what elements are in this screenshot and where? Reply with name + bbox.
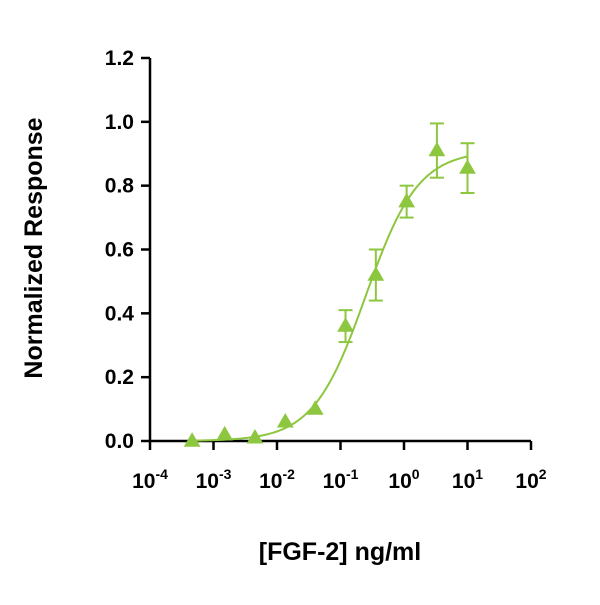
x-tick-exponent: -3 (219, 466, 232, 482)
x-tick-base: 10 (323, 470, 346, 493)
x-tick-label: 10-4 (132, 466, 168, 493)
fit-curve-layer (192, 155, 468, 442)
data-point-triangle (216, 425, 234, 441)
data-point-triangle (183, 432, 201, 447)
y-tick-label: 0.2 (105, 366, 134, 389)
y-tick-label: 0.6 (105, 239, 134, 262)
data-points (183, 141, 476, 447)
x-tick-label: 10-1 (323, 466, 359, 493)
x-tick-label: 100 (388, 466, 419, 493)
x-tick-exponent: 2 (539, 466, 547, 482)
x-tick-exponent: -1 (346, 466, 359, 482)
fit-curve (192, 155, 468, 442)
y-tick-label: 0.4 (105, 302, 135, 325)
x-tick-base: 10 (388, 470, 411, 493)
x-tick-label: 101 (452, 466, 483, 493)
y-axis-title: Normalized Response (20, 117, 48, 378)
x-tick-label: 10-3 (196, 466, 232, 493)
x-tick-base: 10 (452, 470, 475, 493)
x-tick-label: 10-2 (259, 466, 295, 493)
data-point-triangle (428, 141, 446, 157)
data-point-triangle (246, 429, 264, 444)
x-tick-base: 10 (515, 470, 538, 493)
y-tick-label: 0.8 (105, 175, 135, 198)
y-tick-label: 0.0 (105, 430, 134, 453)
x-tick-exponent: -4 (155, 466, 168, 482)
axes: 0.00.20.40.60.81.01.210-4 10-3 10-2 10-1 100… (105, 47, 547, 493)
x-tick-exponent: 0 (412, 466, 420, 482)
data-point-triangle (337, 317, 354, 332)
x-tick-base: 10 (196, 470, 219, 493)
data-point-triangle (367, 266, 385, 281)
x-tick-base: 10 (259, 470, 282, 493)
data-point-triangle (398, 192, 415, 208)
x-tick-exponent: -2 (282, 466, 295, 482)
y-tick-label: 1.2 (105, 47, 134, 70)
x-tick-exponent: 1 (475, 466, 483, 482)
data-point-triangle (276, 413, 294, 428)
y-tick-label: 1.0 (105, 111, 134, 134)
x-tick-base: 10 (132, 470, 155, 493)
x-tick-label: 102 (515, 466, 546, 493)
error-bars (338, 122, 475, 344)
data-point-triangle (459, 159, 476, 174)
data-point-triangle (306, 400, 324, 415)
x-axis-title: [FGF-2] ng/ml (259, 538, 421, 566)
